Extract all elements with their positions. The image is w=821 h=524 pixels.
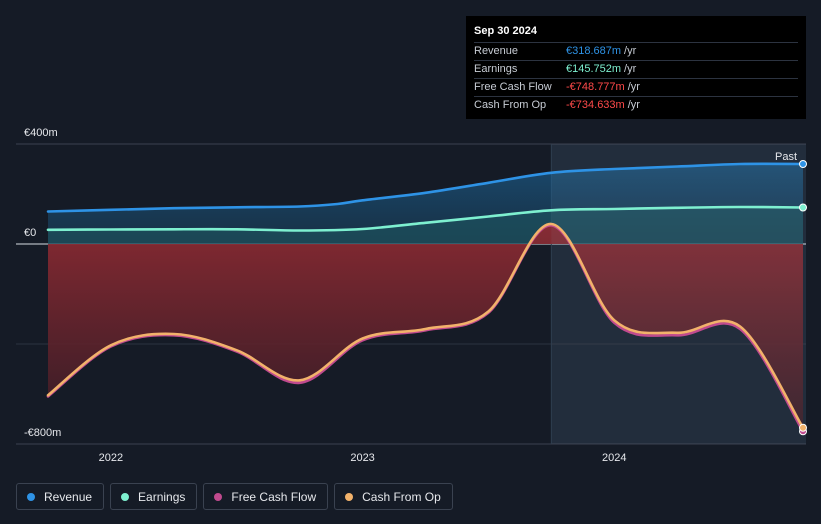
tooltip-row-revenue: Revenue €318.687m/yr	[474, 42, 798, 60]
earnings-area	[48, 207, 803, 244]
line-cash-from-op	[46, 222, 805, 430]
x-tick-label-2023: 2023	[350, 452, 374, 464]
x-tick-label-2022: 2022	[99, 452, 123, 464]
tooltip-row-cash-from-op: Cash From Op -€734.633m/yr	[474, 96, 798, 114]
legend-item-earnings[interactable]: Earnings	[110, 483, 198, 510]
tooltip-label: Cash From Op	[474, 99, 547, 111]
chart-legend: Revenue Earnings Free Cash Flow Cash From O…	[16, 483, 453, 510]
tooltip-unit: /yr	[624, 45, 637, 57]
line-earnings	[46, 205, 805, 232]
legend-label: Revenue	[44, 489, 93, 504]
tooltip-label: Free Cash Flow	[474, 81, 552, 93]
series-end-markers	[799, 160, 807, 436]
tooltip-unit: /yr	[627, 99, 640, 111]
legend-item-free-cash-flow[interactable]: Free Cash Flow	[203, 483, 329, 510]
tooltip-unit: /yr	[624, 63, 637, 75]
series-lines	[46, 162, 805, 433]
end-dot-cash-from-op	[799, 423, 807, 432]
tooltip-unit: /yr	[627, 81, 640, 93]
tooltip-row-free-cash-flow: Free Cash Flow -€748.777m/yr	[474, 78, 798, 96]
tooltip-label: Revenue	[474, 45, 519, 57]
past-highlight	[551, 144, 806, 444]
tooltip-row-earnings: Earnings €145.752m/yr	[474, 60, 798, 78]
past-region-overlay	[551, 144, 806, 444]
legend-label: Cash From Op	[362, 489, 441, 504]
legend-label: Free Cash Flow	[231, 489, 317, 504]
legend-item-cash-from-op[interactable]: Cash From Op	[334, 483, 453, 510]
legend-label: Earnings	[138, 489, 186, 504]
y-tick-label-0: €0	[24, 227, 36, 239]
y-tick-label--800: -€800m	[24, 427, 61, 439]
y-tick-label-400: €400m	[24, 127, 58, 139]
x-tick-label-2024: 2024	[602, 452, 626, 464]
legend-dot-icon	[214, 492, 223, 501]
tooltip-date: Sep 30 2024	[474, 25, 537, 37]
tooltip-value: €145.752m	[566, 63, 622, 75]
legend-dot-icon	[27, 492, 35, 501]
legend-dot-icon	[121, 492, 130, 501]
tooltip-value: -€734.633m	[566, 99, 625, 111]
legend-dot-icon	[345, 492, 354, 501]
line-revenue	[46, 162, 805, 213]
tooltip-label: Earnings	[474, 63, 518, 75]
tooltip-value: -€748.777m	[566, 81, 625, 93]
data-tooltip: Sep 30 2024 Revenue €318.687m/yr Earnings €…	[466, 16, 806, 119]
tooltip-value: €318.687m	[566, 45, 622, 57]
end-dot-earnings	[799, 203, 807, 212]
legend-item-revenue[interactable]: Revenue	[16, 483, 105, 510]
axis-labels: €400m €0 -€800m 2022 2023 2024 Past	[24, 127, 797, 464]
past-label: Past	[775, 151, 797, 163]
end-dot-revenue	[799, 160, 807, 168]
